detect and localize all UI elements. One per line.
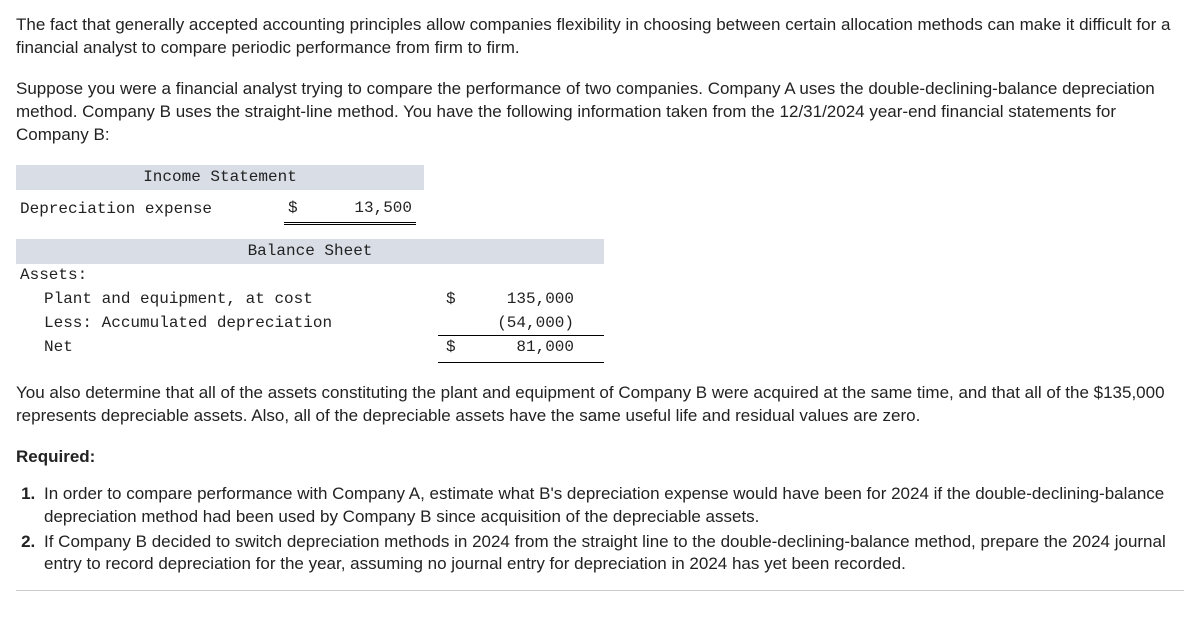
assets-value-blank xyxy=(438,264,604,288)
accumulated-depreciation-amount: (54,000) xyxy=(497,314,574,332)
required-list: In order to compare performance with Com… xyxy=(40,483,1184,577)
balance-sheet-header: Balance Sheet xyxy=(16,239,604,265)
net-amount: 81,000 xyxy=(516,338,574,356)
plant-equipment-value: $135,000 xyxy=(438,288,604,312)
depreciation-expense-value: $13,500 xyxy=(284,196,416,222)
required-item-2: If Company B decided to switch depreciat… xyxy=(40,531,1184,577)
income-statement-header: Income Statement xyxy=(16,165,424,191)
intro-paragraph-2: Suppose you were a financial analyst try… xyxy=(16,78,1184,147)
income-statement-table: Income Statement xyxy=(16,165,424,191)
depreciation-expense-label: Depreciation expense xyxy=(16,196,284,222)
plant-equipment-amount: 135,000 xyxy=(507,290,574,308)
accumulated-depreciation-label: Less: Accumulated depreciation xyxy=(16,312,438,336)
required-item-1: In order to compare performance with Com… xyxy=(40,483,1184,529)
bottom-divider xyxy=(16,590,1184,591)
balance-sheet-table: Balance Sheet Assets: Plant and equipmen… xyxy=(16,239,604,360)
net-value: $81,000 xyxy=(438,336,604,360)
required-heading: Required: xyxy=(16,446,1184,469)
post-tables-paragraph: You also determine that all of the asset… xyxy=(16,382,1184,428)
accumulated-depreciation-value: (54,000) xyxy=(438,312,604,336)
income-statement-body: Depreciation expense $13,500 xyxy=(16,196,416,223)
plant-equipment-label: Plant and equipment, at cost xyxy=(16,288,438,312)
depreciation-expense-amount: 13,500 xyxy=(354,199,412,217)
net-label: Net xyxy=(16,336,438,360)
intro-paragraph-1: The fact that generally accepted account… xyxy=(16,14,1184,60)
assets-label: Assets: xyxy=(16,264,438,288)
